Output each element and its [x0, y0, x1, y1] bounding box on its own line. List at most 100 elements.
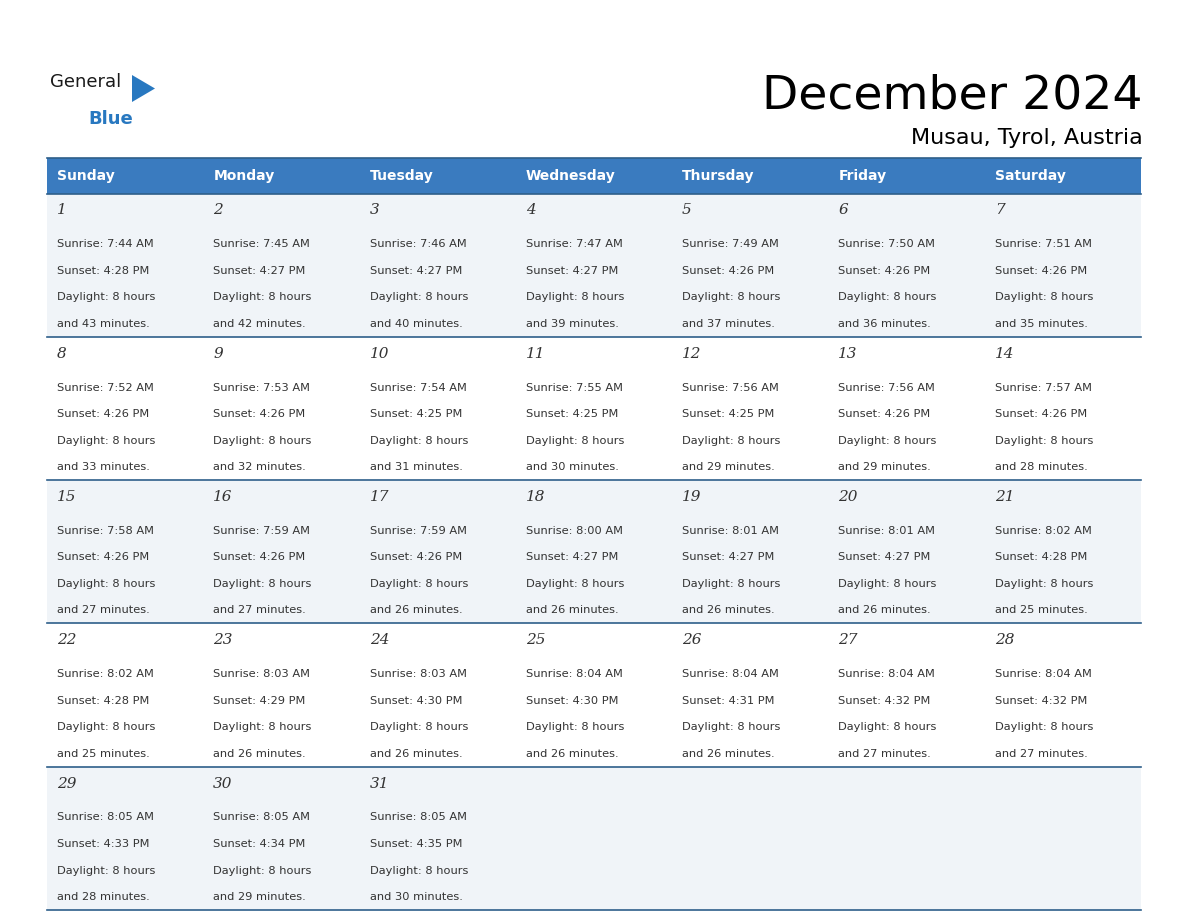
- Text: Daylight: 8 hours: Daylight: 8 hours: [369, 866, 468, 876]
- Text: Sunset: 4:31 PM: Sunset: 4:31 PM: [682, 696, 775, 706]
- Text: Sunrise: 8:00 AM: Sunrise: 8:00 AM: [526, 526, 623, 536]
- Text: Sunset: 4:27 PM: Sunset: 4:27 PM: [526, 266, 618, 275]
- Text: Sunset: 4:35 PM: Sunset: 4:35 PM: [369, 839, 462, 849]
- Text: and 28 minutes.: and 28 minutes.: [57, 892, 150, 902]
- Bar: [48, 480, 1140, 623]
- Text: Sunset: 4:27 PM: Sunset: 4:27 PM: [214, 266, 305, 275]
- Text: 14: 14: [994, 347, 1015, 361]
- Text: Sunrise: 7:56 AM: Sunrise: 7:56 AM: [682, 383, 779, 393]
- Text: Sunset: 4:26 PM: Sunset: 4:26 PM: [369, 553, 462, 563]
- Text: 19: 19: [682, 490, 702, 504]
- Text: Sunrise: 7:44 AM: Sunrise: 7:44 AM: [57, 240, 153, 250]
- Text: Sunset: 4:26 PM: Sunset: 4:26 PM: [57, 553, 150, 563]
- Text: and 27 minutes.: and 27 minutes.: [214, 605, 307, 615]
- Bar: [48, 194, 1140, 337]
- Text: Sunset: 4:32 PM: Sunset: 4:32 PM: [839, 696, 931, 706]
- Text: and 26 minutes.: and 26 minutes.: [682, 605, 775, 615]
- Text: Sunrise: 8:04 AM: Sunrise: 8:04 AM: [839, 669, 935, 679]
- Text: and 43 minutes.: and 43 minutes.: [57, 319, 150, 329]
- Text: Daylight: 8 hours: Daylight: 8 hours: [526, 579, 624, 589]
- Text: and 33 minutes.: and 33 minutes.: [57, 462, 150, 472]
- Text: and 26 minutes.: and 26 minutes.: [369, 605, 462, 615]
- Text: Daylight: 8 hours: Daylight: 8 hours: [57, 722, 156, 733]
- Text: and 40 minutes.: and 40 minutes.: [369, 319, 462, 329]
- Text: Daylight: 8 hours: Daylight: 8 hours: [369, 579, 468, 589]
- Text: and 26 minutes.: and 26 minutes.: [526, 605, 619, 615]
- Text: 21: 21: [994, 490, 1015, 504]
- Text: and 28 minutes.: and 28 minutes.: [994, 462, 1087, 472]
- Text: Sunset: 4:26 PM: Sunset: 4:26 PM: [839, 266, 930, 275]
- Text: and 27 minutes.: and 27 minutes.: [839, 749, 931, 758]
- Text: Daylight: 8 hours: Daylight: 8 hours: [839, 579, 937, 589]
- Text: Sunrise: 7:56 AM: Sunrise: 7:56 AM: [839, 383, 935, 393]
- Text: Tuesday: Tuesday: [369, 169, 434, 183]
- Text: Blue: Blue: [88, 110, 133, 128]
- Text: Daylight: 8 hours: Daylight: 8 hours: [57, 436, 156, 445]
- Text: Sunrise: 7:51 AM: Sunrise: 7:51 AM: [994, 240, 1092, 250]
- Text: Sunrise: 7:49 AM: Sunrise: 7:49 AM: [682, 240, 779, 250]
- Text: and 35 minutes.: and 35 minutes.: [994, 319, 1087, 329]
- Text: 20: 20: [839, 490, 858, 504]
- Text: and 25 minutes.: and 25 minutes.: [994, 605, 1087, 615]
- Text: and 27 minutes.: and 27 minutes.: [994, 749, 1087, 758]
- Text: Sunset: 4:26 PM: Sunset: 4:26 PM: [994, 266, 1087, 275]
- Text: Daylight: 8 hours: Daylight: 8 hours: [994, 722, 1093, 733]
- Text: Sunset: 4:27 PM: Sunset: 4:27 PM: [682, 553, 775, 563]
- Text: Daylight: 8 hours: Daylight: 8 hours: [994, 579, 1093, 589]
- Text: Sunday: Sunday: [57, 169, 115, 183]
- Text: Sunset: 4:32 PM: Sunset: 4:32 PM: [994, 696, 1087, 706]
- Text: 25: 25: [526, 633, 545, 647]
- Text: Musau, Tyrol, Austria: Musau, Tyrol, Austria: [911, 128, 1143, 148]
- Bar: [48, 158, 1140, 194]
- Text: and 29 minutes.: and 29 minutes.: [214, 892, 307, 902]
- Text: Sunrise: 7:55 AM: Sunrise: 7:55 AM: [526, 383, 623, 393]
- Text: Sunrise: 8:02 AM: Sunrise: 8:02 AM: [57, 669, 154, 679]
- Text: Daylight: 8 hours: Daylight: 8 hours: [682, 579, 781, 589]
- Text: 1: 1: [57, 204, 67, 218]
- Text: Sunset: 4:26 PM: Sunset: 4:26 PM: [214, 553, 305, 563]
- Text: Sunset: 4:30 PM: Sunset: 4:30 PM: [526, 696, 619, 706]
- Text: 29: 29: [57, 777, 76, 790]
- Text: Sunset: 4:30 PM: Sunset: 4:30 PM: [369, 696, 462, 706]
- Text: and 36 minutes.: and 36 minutes.: [839, 319, 931, 329]
- Text: 18: 18: [526, 490, 545, 504]
- Text: Sunrise: 8:04 AM: Sunrise: 8:04 AM: [682, 669, 779, 679]
- Text: Sunset: 4:26 PM: Sunset: 4:26 PM: [214, 409, 305, 420]
- Text: 11: 11: [526, 347, 545, 361]
- Text: 23: 23: [214, 633, 233, 647]
- Text: Sunrise: 7:58 AM: Sunrise: 7:58 AM: [57, 526, 154, 536]
- Text: Daylight: 8 hours: Daylight: 8 hours: [214, 866, 311, 876]
- Text: 9: 9: [214, 347, 223, 361]
- Text: 26: 26: [682, 633, 702, 647]
- Text: Sunrise: 7:47 AM: Sunrise: 7:47 AM: [526, 240, 623, 250]
- Text: Daylight: 8 hours: Daylight: 8 hours: [214, 722, 311, 733]
- Text: December 2024: December 2024: [763, 73, 1143, 118]
- Text: 4: 4: [526, 204, 536, 218]
- Text: Sunset: 4:25 PM: Sunset: 4:25 PM: [682, 409, 775, 420]
- Text: and 29 minutes.: and 29 minutes.: [682, 462, 775, 472]
- Text: 5: 5: [682, 204, 691, 218]
- Text: Sunrise: 8:05 AM: Sunrise: 8:05 AM: [57, 812, 154, 823]
- Text: Sunset: 4:29 PM: Sunset: 4:29 PM: [214, 696, 305, 706]
- Text: Thursday: Thursday: [682, 169, 754, 183]
- Text: and 32 minutes.: and 32 minutes.: [214, 462, 307, 472]
- Text: 6: 6: [839, 204, 848, 218]
- Text: Sunset: 4:33 PM: Sunset: 4:33 PM: [57, 839, 150, 849]
- Text: Daylight: 8 hours: Daylight: 8 hours: [369, 722, 468, 733]
- Text: and 42 minutes.: and 42 minutes.: [214, 319, 307, 329]
- Text: Daylight: 8 hours: Daylight: 8 hours: [682, 436, 781, 445]
- Text: and 26 minutes.: and 26 minutes.: [214, 749, 307, 758]
- Bar: [48, 767, 1140, 910]
- Text: 13: 13: [839, 347, 858, 361]
- Text: Daylight: 8 hours: Daylight: 8 hours: [526, 722, 624, 733]
- Text: Friday: Friday: [839, 169, 886, 183]
- Text: Daylight: 8 hours: Daylight: 8 hours: [369, 292, 468, 302]
- Text: Sunset: 4:28 PM: Sunset: 4:28 PM: [57, 266, 150, 275]
- Text: Sunrise: 8:02 AM: Sunrise: 8:02 AM: [994, 526, 1092, 536]
- Text: and 30 minutes.: and 30 minutes.: [526, 462, 619, 472]
- Text: and 29 minutes.: and 29 minutes.: [839, 462, 931, 472]
- Text: Sunrise: 7:59 AM: Sunrise: 7:59 AM: [369, 526, 467, 536]
- Text: Daylight: 8 hours: Daylight: 8 hours: [839, 436, 937, 445]
- Text: and 27 minutes.: and 27 minutes.: [57, 605, 150, 615]
- Text: Sunset: 4:28 PM: Sunset: 4:28 PM: [994, 553, 1087, 563]
